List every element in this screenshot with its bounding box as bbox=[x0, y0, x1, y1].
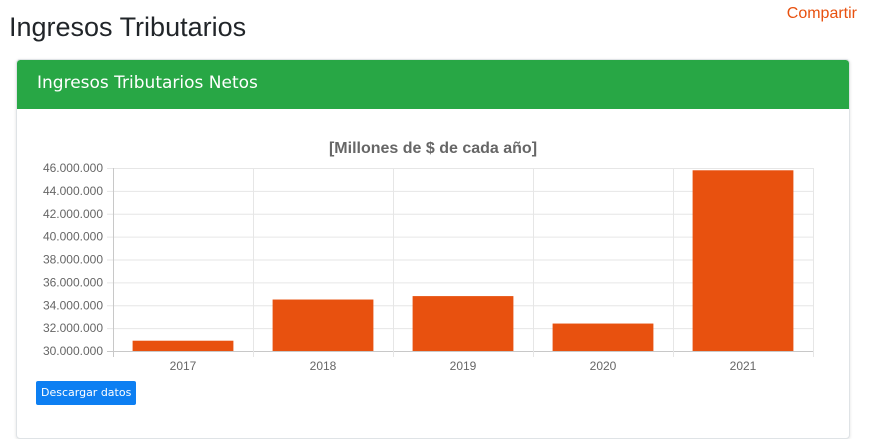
bar-chart: [Millones de $ de cada año] 30.000.000 32.… bbox=[43, 140, 814, 373]
y-tick-label: 46.000.000 bbox=[43, 161, 103, 175]
download-data-button[interactable]: Descargar datos bbox=[36, 381, 137, 405]
x-tick-label: 2017 bbox=[170, 359, 197, 373]
bar-2021 bbox=[692, 170, 794, 351]
card-header-title: Ingresos Tributarios Netos bbox=[17, 60, 849, 109]
y-tick-label: 30.000.000 bbox=[43, 344, 103, 358]
chart-title: [Millones de $ de cada año] bbox=[329, 140, 537, 157]
chart-card: Ingresos Tributarios Netos bbox=[16, 59, 850, 439]
page-title: Ingresos Tributarios bbox=[9, 12, 247, 42]
bar-2019 bbox=[412, 296, 514, 351]
bar-2020 bbox=[552, 323, 654, 351]
y-tick-label: 40.000.000 bbox=[43, 230, 103, 244]
bar-2017 bbox=[132, 340, 234, 351]
y-tick-label: 42.000.000 bbox=[43, 207, 103, 221]
y-tick-label: 38.000.000 bbox=[43, 253, 103, 267]
x-tick-label: 2020 bbox=[590, 359, 617, 373]
share-link[interactable]: Compartir bbox=[786, 5, 857, 22]
y-tick-label: 44.000.000 bbox=[43, 184, 103, 198]
bar-2018 bbox=[272, 299, 374, 351]
x-tick-label: 2021 bbox=[730, 359, 757, 373]
y-tick-label: 32.000.000 bbox=[43, 321, 103, 335]
y-tick-label: 34.000.000 bbox=[43, 298, 103, 312]
y-tick-label: 36.000.000 bbox=[43, 275, 103, 289]
x-tick-label: 2018 bbox=[310, 359, 337, 373]
x-tick-label: 2019 bbox=[450, 359, 477, 373]
